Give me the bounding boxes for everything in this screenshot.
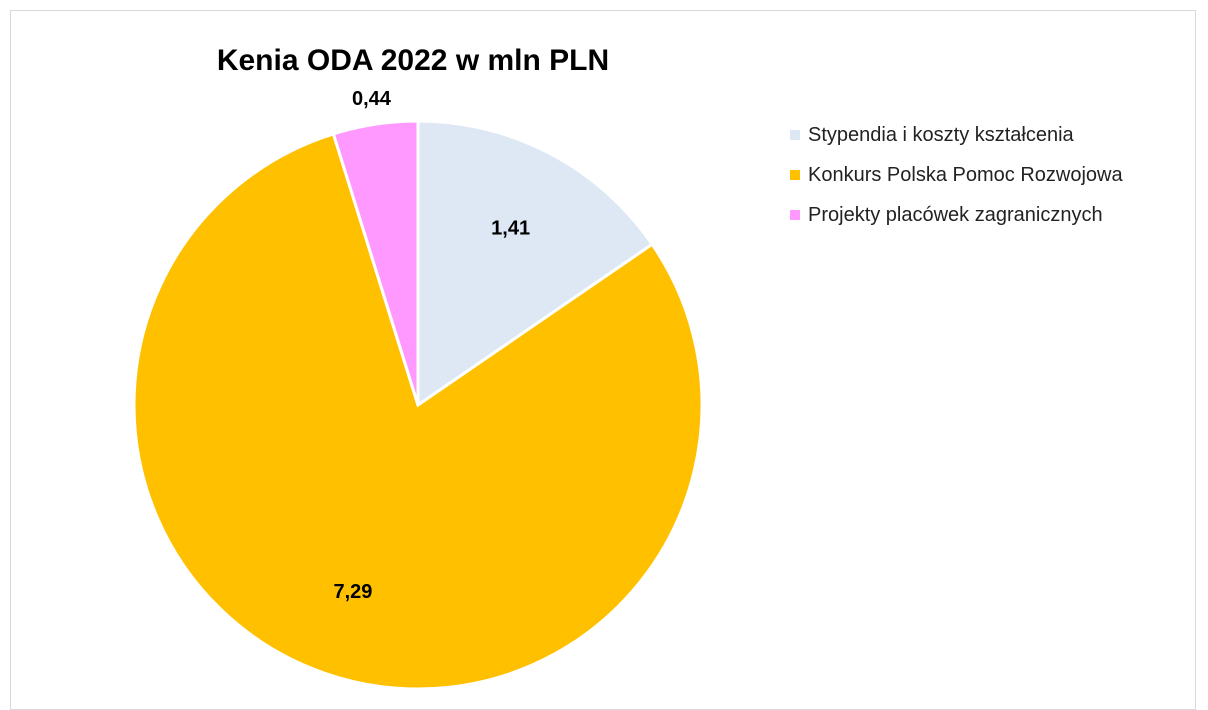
legend: Stypendia i koszty kształcenia Konkurs Po…: [790, 120, 1170, 240]
data-label: 0,44: [352, 88, 392, 110]
legend-item: Stypendia i koszty kształcenia: [790, 120, 1170, 150]
data-label: 7,29: [333, 581, 372, 603]
legend-swatch: [790, 170, 800, 180]
pie-slice: [331, 119, 420, 406]
chart-title: Kenia ODA 2022 w mln PLN: [217, 44, 609, 77]
legend-item: Projekty placówek zagranicznych: [790, 200, 1170, 230]
pie-slice: [132, 132, 704, 691]
legend-label: Konkurs Polska Pomoc Rozwojowa: [808, 164, 1123, 186]
legend-swatch: [790, 130, 800, 140]
legend-label: Projekty placówek zagranicznych: [808, 204, 1103, 226]
legend-swatch: [790, 210, 800, 220]
data-label: 1,41: [491, 217, 530, 239]
legend-label: Stypendia i koszty kształcenia: [808, 124, 1074, 146]
pie-slice: [416, 119, 655, 408]
legend-item: Konkurs Polska Pomoc Rozwojowa: [790, 160, 1170, 190]
